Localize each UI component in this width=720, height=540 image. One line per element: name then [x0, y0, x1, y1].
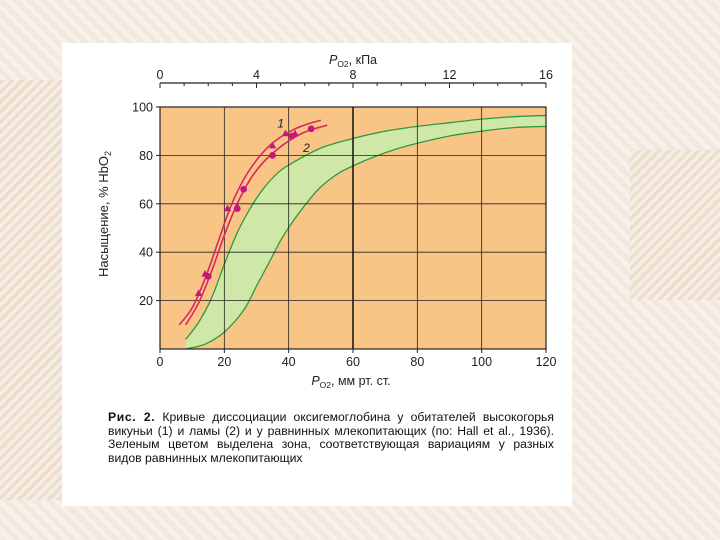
green-zone-lower-edge	[185, 125, 547, 350]
point-series-2	[307, 125, 315, 133]
top-axis-tick-label: 8	[350, 68, 357, 82]
point-series-2	[269, 152, 276, 159]
y-axis-title: Насыщение, % HbO2	[96, 151, 113, 277]
x-axis-tick-label: 120	[536, 355, 557, 369]
point-series-1	[281, 129, 290, 137]
y-axis-tick-label: 60	[139, 197, 153, 211]
figure-label: Рис. 2.	[108, 410, 156, 424]
slide-background-pattern-left	[0, 80, 70, 500]
point-series-1	[223, 204, 232, 212]
top-axis-tick-label: 16	[539, 68, 553, 82]
series-2-label: 2	[302, 141, 310, 155]
y-axis-tick-label: 40	[139, 246, 153, 260]
slide-background-pattern-right	[630, 150, 720, 300]
top-axis-tick-label: 4	[253, 68, 260, 82]
top-axis-tick-label: 12	[443, 68, 457, 82]
point-series-2	[240, 185, 248, 193]
x-axis-tick-label: 60	[346, 355, 360, 369]
y-axis-tick-label: 80	[139, 149, 153, 163]
caption-text: Кривые диссоциации оксигемоглобина у оби…	[108, 410, 554, 466]
figure-caption: Рис. 2. Кривые диссоциации оксигемоглоби…	[108, 410, 554, 466]
point-series-1	[268, 141, 277, 149]
green-zone	[185, 115, 546, 349]
top-axis-title: PO2, кПа	[329, 53, 377, 69]
point-series-2	[288, 132, 296, 140]
top-axis-tick-label: 0	[157, 68, 164, 82]
y-axis-tick-label: 20	[139, 294, 153, 308]
y-axis-tick-label: 100	[132, 101, 153, 115]
x-axis-tick-label: 100	[471, 355, 492, 369]
x-axis-tick-label: 40	[282, 355, 296, 369]
point-series-2	[233, 205, 241, 213]
x-axis-tick-label: 0	[157, 355, 164, 369]
point-series-1	[195, 289, 203, 296]
curve-series-1	[178, 119, 322, 326]
x-axis-tick-label: 20	[217, 355, 231, 369]
figure-card: 0 4 8 12 16 0 20 40 60 80 100 120 20 40 60 80 100 PO2, к…	[62, 43, 572, 506]
x-axis-tick-label: 80	[410, 355, 424, 369]
x-axis-title: PO2, мм рт. ст.	[311, 374, 390, 390]
point-series-2	[204, 273, 212, 280]
series-1-label: 1	[277, 117, 284, 131]
